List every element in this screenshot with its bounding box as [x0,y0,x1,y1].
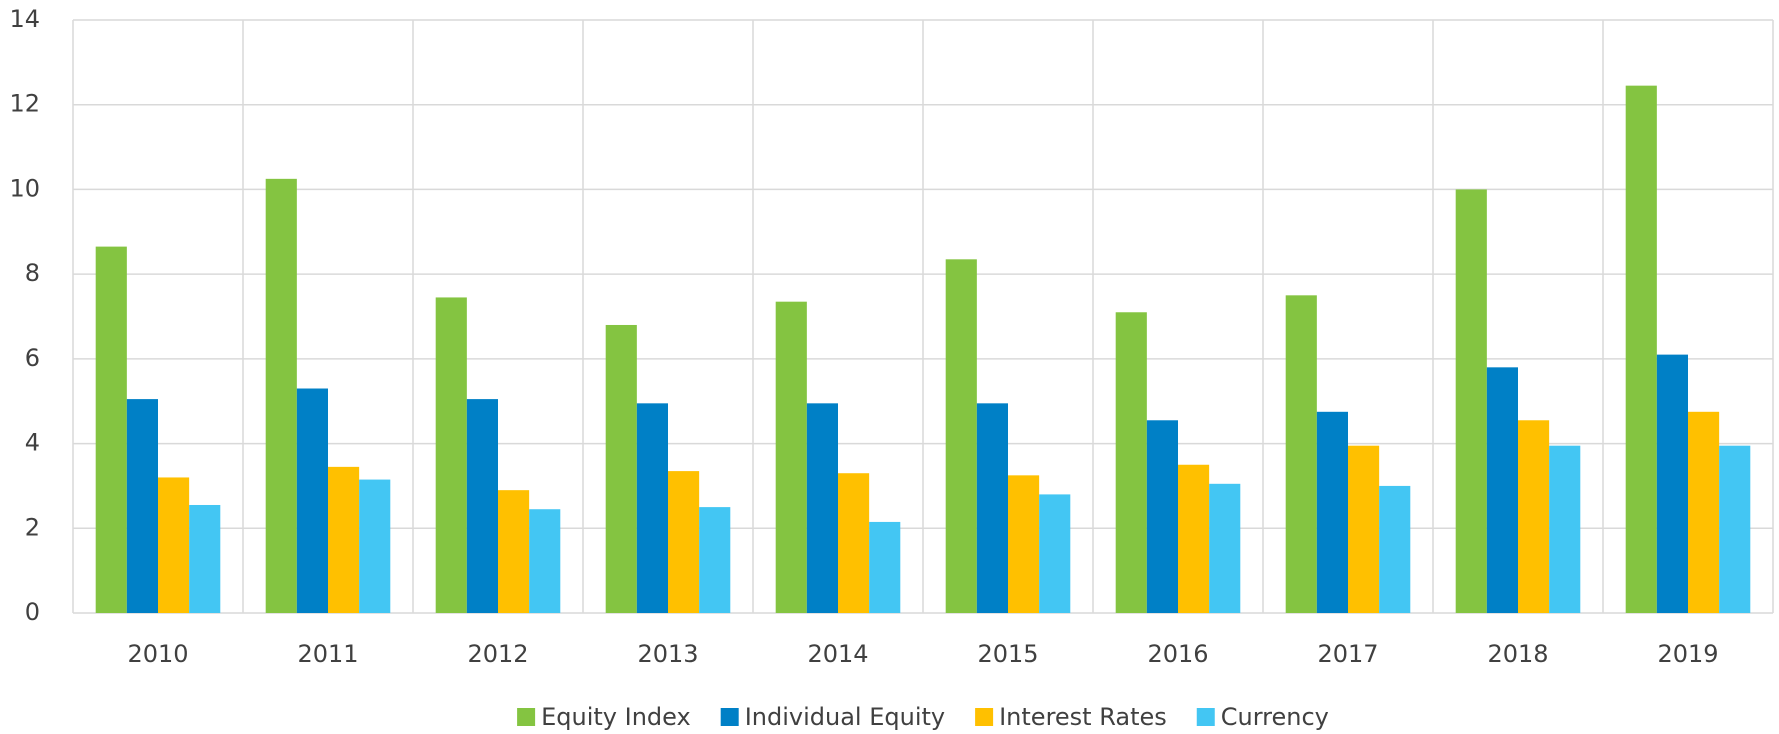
bar [1178,464,1210,613]
bar [869,521,901,613]
x-tick-label: 2017 [1317,640,1378,668]
x-tick-label: 2012 [467,640,528,668]
bar [1688,411,1720,613]
bar [775,301,807,613]
bar [435,297,467,613]
y-tick-label: 0 [25,598,40,626]
bar [359,479,391,613]
bar [1486,367,1518,613]
legend-label: Equity Index [541,703,691,731]
legend-label: Interest Rates [999,703,1167,731]
bar [466,399,498,613]
bar [265,178,297,613]
bar [1285,295,1317,613]
bar [1039,494,1071,613]
y-tick-label: 4 [25,429,40,457]
bar [529,509,561,613]
bar [1719,445,1751,613]
x-tick-label: 2019 [1657,640,1718,668]
y-tick-label: 14 [9,5,40,33]
bar [605,324,637,613]
x-tick-label: 2016 [1147,640,1208,668]
legend-label: Currency [1221,703,1329,731]
x-tick-label: 2015 [977,640,1038,668]
bar [806,403,838,613]
bar [498,490,530,613]
bar [976,403,1008,613]
x-tick-label: 2011 [297,640,358,668]
legend-swatch [720,708,739,726]
bar [1146,420,1178,613]
legend-swatch [517,708,536,726]
bar [699,507,731,613]
legend-swatch [975,708,994,726]
legend-label: Individual Equity [745,703,945,731]
legend: Equity Index Individual Equity Interest Ra… [517,703,1329,731]
x-tick-label: 2018 [1487,640,1548,668]
y-tick-label: 10 [9,174,40,202]
y-tick-label: 8 [25,259,40,287]
bar [328,466,360,613]
bar [189,504,221,613]
bar [158,477,190,613]
legend-swatch [1196,708,1215,726]
bar [1379,485,1411,613]
y-tick-label: 12 [9,90,40,118]
bar [668,471,700,613]
bar [126,399,158,613]
bar [945,259,977,613]
x-tick-label: 2013 [637,640,698,668]
bar [95,246,127,613]
bar [1348,445,1380,613]
x-tick-label: 2010 [127,640,188,668]
bar [1549,445,1581,613]
bar [1625,85,1657,614]
y-tick-label: 6 [25,344,40,372]
bar [1518,420,1550,613]
bar [296,388,328,613]
bar [838,473,870,613]
bar [636,403,668,613]
bar [1455,189,1487,613]
x-tick-label: 2014 [807,640,868,668]
bar [1656,354,1688,613]
bar [1008,475,1040,613]
bar [1316,411,1348,613]
y-tick-label: 2 [25,513,40,541]
bar [1209,483,1241,613]
bar [1115,312,1147,613]
